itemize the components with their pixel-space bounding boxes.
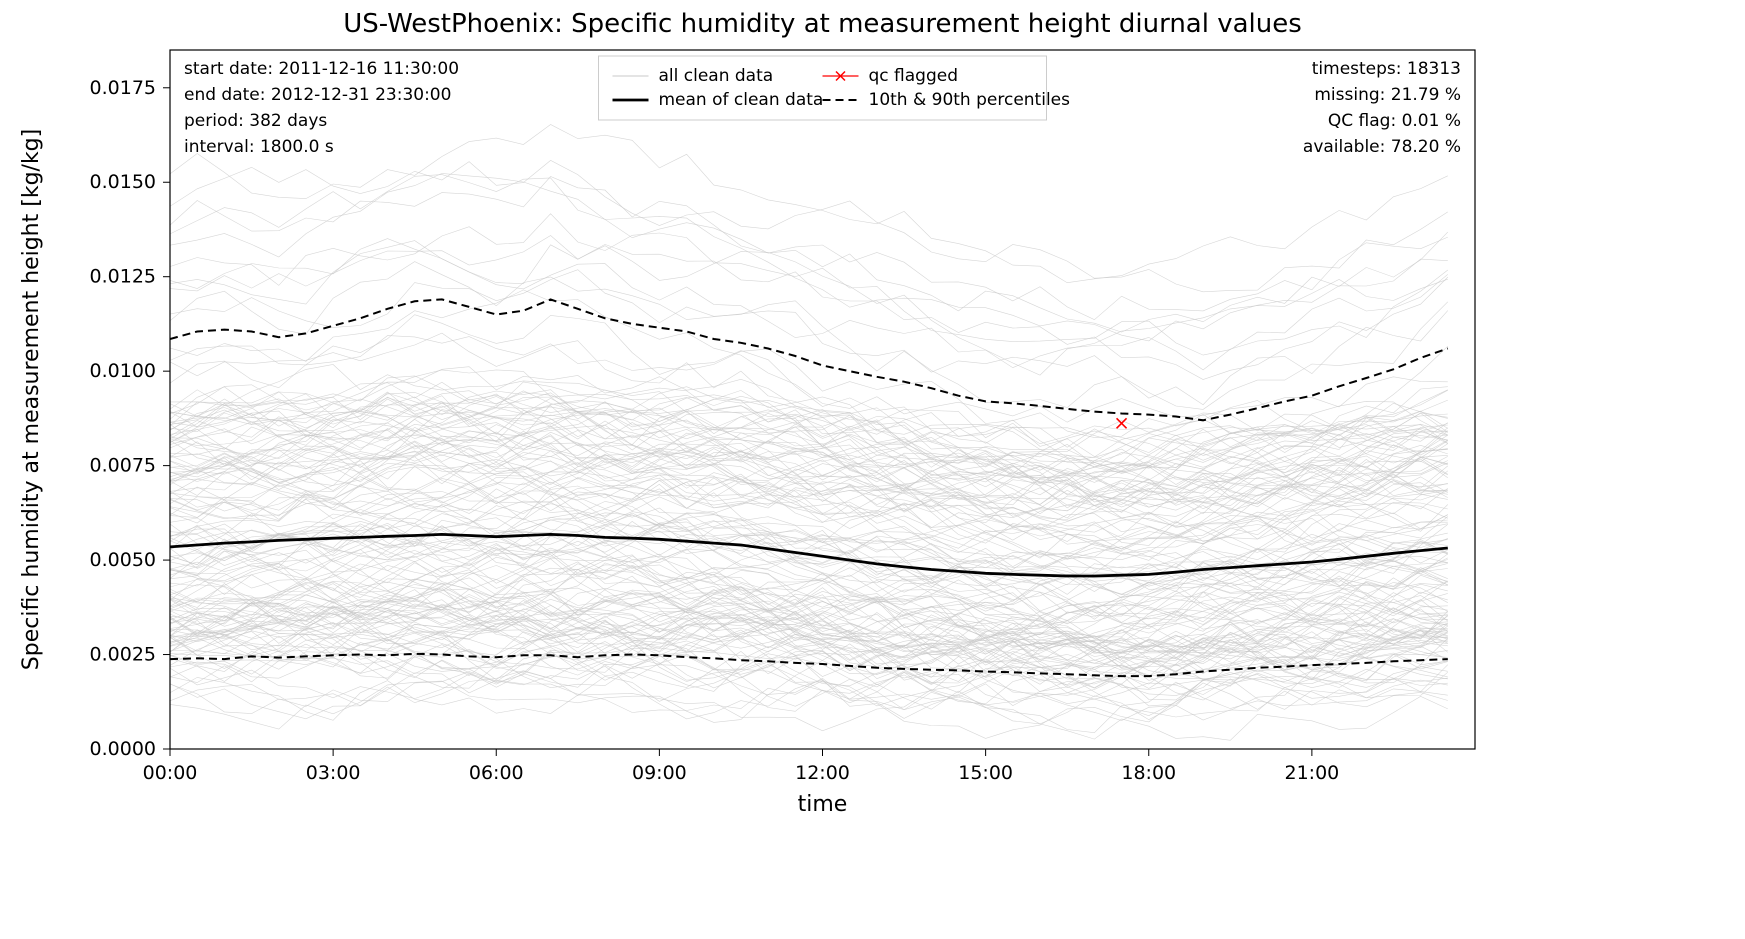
y-tick-label: 0.0175 xyxy=(90,77,156,99)
y-tick-label: 0.0025 xyxy=(90,644,156,666)
legend-label: 10th & 90th percentiles xyxy=(869,90,1071,110)
y-axis-label: Specific humidity at measurement height … xyxy=(19,129,44,670)
chart-title: US-WestPhoenix: Specific humidity at mea… xyxy=(343,9,1302,39)
info-right-line: missing: 21.79 % xyxy=(1314,85,1461,105)
y-tick-label: 0.0075 xyxy=(90,455,156,477)
legend-label: qc flagged xyxy=(869,66,959,86)
y-tick-label: 0.0125 xyxy=(90,266,156,288)
x-tick-label: 21:00 xyxy=(1284,762,1339,784)
chart-container: 00:00 03:00 06:00 09:00 12:00 15:00 18:00 21:00… xyxy=(0,0,1745,939)
p90-line xyxy=(170,299,1448,420)
y-tick-label: 0.0050 xyxy=(90,549,156,571)
x-tick-label: 06:00 xyxy=(469,762,524,784)
x-tick-label: 18:00 xyxy=(1121,762,1176,784)
x-tick-label: 09:00 xyxy=(632,762,687,784)
y-tick-label: 0.0100 xyxy=(90,360,156,382)
diurnal-chart: 00:00 03:00 06:00 09:00 12:00 15:00 18:00 21:00… xyxy=(0,0,1745,939)
info-right-line: timesteps: 18313 xyxy=(1312,59,1461,79)
info-left-line: interval: 1800.0 s xyxy=(184,137,334,157)
x-tick-label: 00:00 xyxy=(143,762,198,784)
all-clean-data-lines xyxy=(170,125,1448,741)
y-tick-label: 0.0000 xyxy=(90,738,156,760)
legend-label: mean of clean data xyxy=(659,90,824,110)
info-left-line: start date: 2011-12-16 11:30:00 xyxy=(184,59,459,79)
info-left-line: end date: 2012-12-31 23:30:00 xyxy=(184,85,451,105)
info-right-line: available: 78.20 % xyxy=(1303,137,1461,157)
x-tick-label: 15:00 xyxy=(958,762,1013,784)
y-tick-label: 0.0150 xyxy=(90,171,156,193)
info-right-line: QC flag: 0.01 % xyxy=(1328,111,1461,131)
x-tick-label: 03:00 xyxy=(306,762,361,784)
info-left-line: period: 382 days xyxy=(184,111,327,131)
legend-label: all clean data xyxy=(659,66,774,86)
legend: all clean data mean of clean data qc flagg… xyxy=(599,56,1071,120)
x-axis-label: time xyxy=(798,792,848,817)
x-tick-label: 12:00 xyxy=(795,762,850,784)
qc-flag-marker xyxy=(1117,418,1127,428)
